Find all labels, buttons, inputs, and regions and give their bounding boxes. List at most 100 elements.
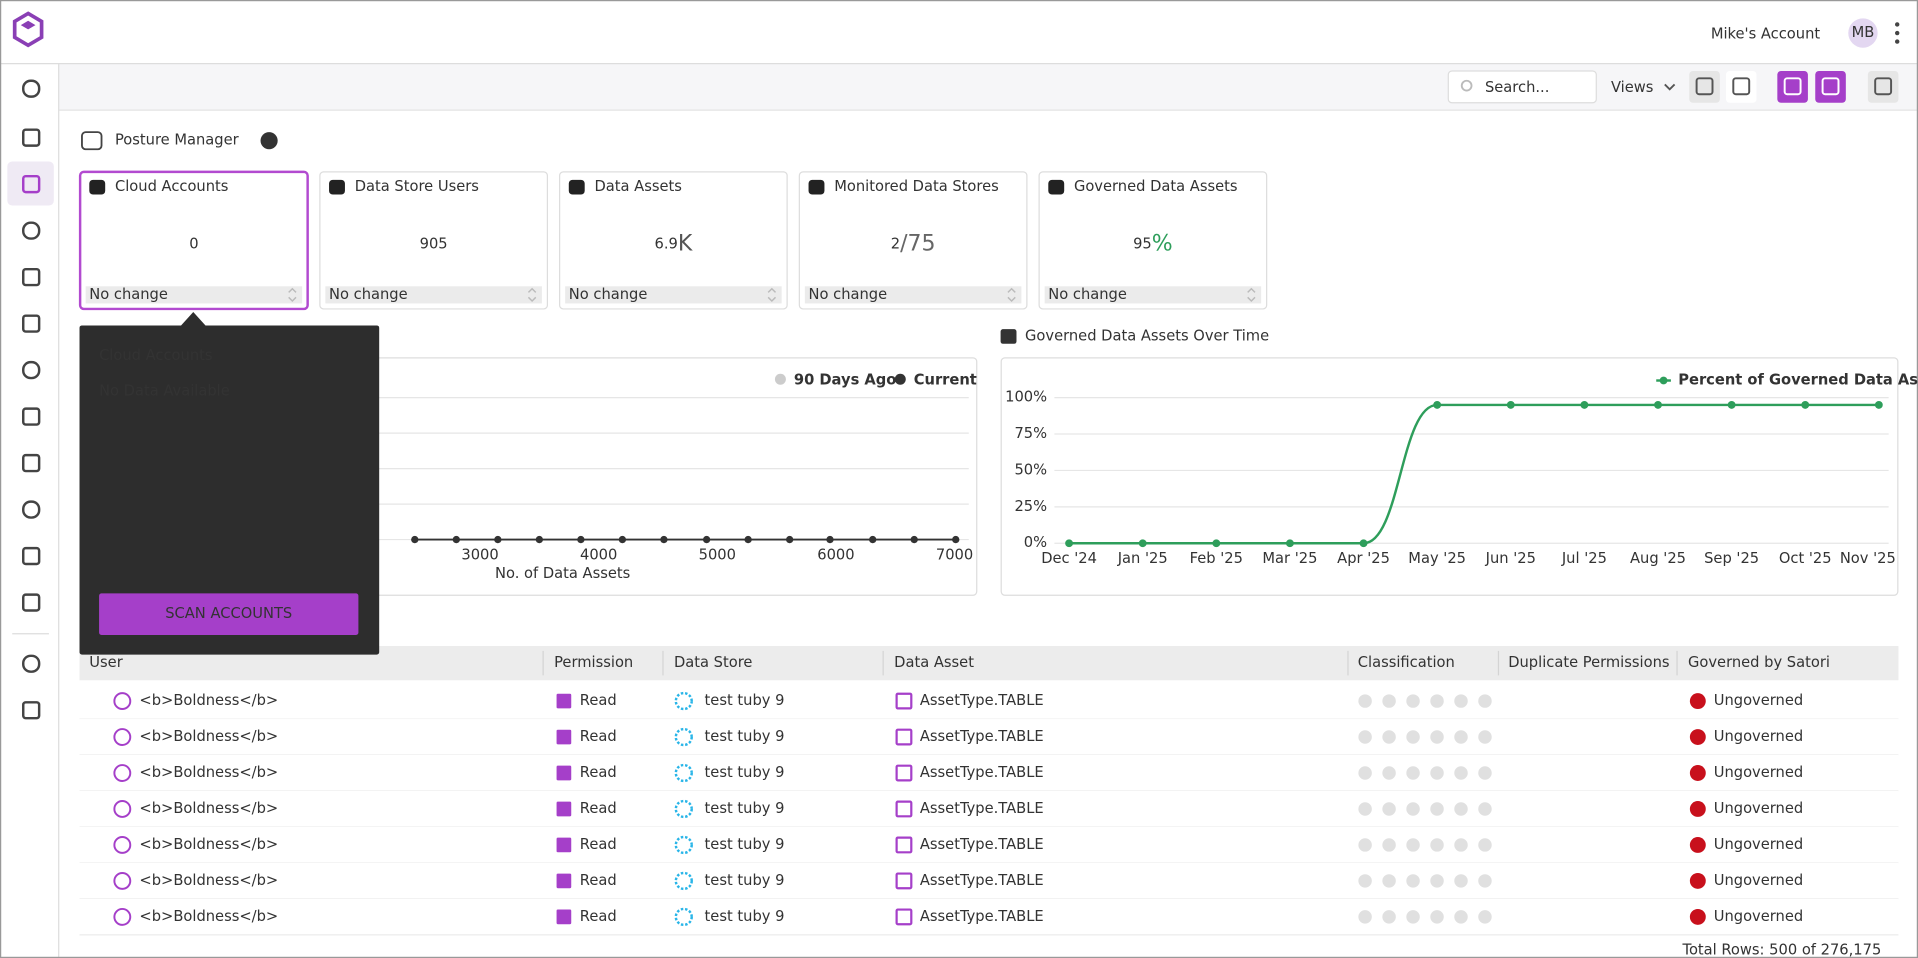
- classification-dot: [1430, 910, 1444, 924]
- table-row[interactable]: [79, 862, 1899, 899]
- user-icon: [113, 800, 132, 818]
- classification-dot: [1358, 766, 1372, 780]
- table-row[interactable]: [79, 826, 1899, 863]
- card-title: Governed Data Assets: [1074, 178, 1238, 195]
- sidebar-icon[interactable]: [22, 500, 41, 519]
- asset-icon: [895, 908, 913, 926]
- legend-marker[interactable]: [894, 373, 906, 385]
- user-icon: [113, 692, 132, 710]
- summary-card[interactable]: [78, 170, 309, 311]
- sidebar-icon[interactable]: [22, 360, 41, 380]
- toolbar-button[interactable]: [1815, 70, 1846, 103]
- sidebar-icon[interactable]: [22, 407, 41, 426]
- tooltip-title: Cloud Accounts: [99, 347, 212, 364]
- legend-marker[interactable]: [1659, 376, 1668, 385]
- data-point: [1359, 539, 1368, 548]
- sidebar-icon[interactable]: [22, 221, 41, 240]
- x-tick-label: Sep '25: [1704, 550, 1759, 567]
- card-footer-arrow: [1007, 287, 1016, 303]
- column-header[interactable]: Data Asset: [894, 654, 974, 671]
- summary-card[interactable]: [1038, 171, 1268, 310]
- sidebar-icon[interactable]: [22, 701, 41, 720]
- sidebar-icon[interactable]: [22, 654, 41, 673]
- table-cell[interactable]: test tuby 9: [705, 800, 785, 817]
- user-icon: [113, 871, 132, 890]
- data-point: [618, 535, 627, 544]
- summary-card[interactable]: [319, 171, 548, 310]
- table-cell[interactable]: test tuby 9: [705, 872, 785, 889]
- column-header[interactable]: Data Store: [674, 654, 752, 671]
- table-row[interactable]: [79, 683, 1899, 720]
- sidebar-icon[interactable]: [22, 546, 41, 566]
- table-row[interactable]: [79, 755, 1899, 791]
- table-cell[interactable]: test tuby 9: [705, 836, 785, 853]
- toolbar-button[interactable]: [1725, 70, 1757, 103]
- user-icon: [113, 907, 132, 926]
- classification-dot: [1478, 730, 1492, 744]
- status-icon: [1689, 765, 1706, 781]
- toolbar-button[interactable]: [1867, 70, 1899, 103]
- toolbar-button-icon: [1821, 77, 1840, 96]
- data-point: [1654, 401, 1662, 409]
- sidebar-icon[interactable]: [22, 593, 41, 612]
- card-footer-text: No change: [329, 286, 408, 303]
- data-point: [1286, 539, 1294, 548]
- legend-label[interactable]: Current: [914, 372, 977, 389]
- table-row[interactable]: [79, 898, 1899, 935]
- summary-card[interactable]: [798, 171, 1028, 310]
- column-header[interactable]: Duplicate Permissions: [1508, 654, 1669, 671]
- card-title: Data Store Users: [355, 178, 479, 195]
- scan-button[interactable]: [99, 593, 359, 635]
- classification-dot: [1454, 874, 1468, 888]
- table-cell[interactable]: test tuby 9: [705, 692, 785, 709]
- logo[interactable]: [12, 11, 44, 48]
- data-point: [1727, 401, 1736, 409]
- legend-label[interactable]: Percent of Governed Data Assets: [1678, 372, 1918, 389]
- column-header[interactable]: User: [89, 654, 123, 671]
- legend-marker[interactable]: [774, 373, 786, 385]
- table-cell: Ungoverned: [1714, 908, 1803, 925]
- classification-dot: [1430, 766, 1444, 780]
- sidebar-icon[interactable]: [22, 128, 41, 147]
- toolbar-bg: [58, 63, 1918, 111]
- sidebar-icon[interactable]: [22, 267, 41, 287]
- card-icon: [89, 179, 106, 195]
- column-header[interactable]: Permission: [554, 654, 633, 671]
- table-cell: Ungoverned: [1714, 728, 1803, 745]
- column-header[interactable]: Governed by Satori: [1688, 654, 1830, 671]
- toolbar-button[interactable]: [1777, 70, 1808, 103]
- table-row[interactable]: [79, 790, 1899, 827]
- account-name[interactable]: Mike's Account: [1711, 25, 1821, 42]
- classification-dot: [1358, 730, 1372, 744]
- data-point: [577, 535, 585, 544]
- tooltip: [79, 325, 380, 655]
- table-cell[interactable]: test tuby 9: [705, 764, 785, 781]
- table-row[interactable]: [79, 719, 1899, 756]
- card-footer-text: No change: [89, 286, 168, 303]
- status-icon: [1689, 872, 1706, 889]
- legend-label[interactable]: 90 Days Ago: [794, 372, 896, 389]
- toolbar-button-icon: [1732, 77, 1751, 96]
- x-tick-label: Dec '24: [1041, 550, 1097, 567]
- datastore-icon: [674, 691, 693, 711]
- sidebar-icon[interactable]: [22, 453, 41, 473]
- status-icon: [1689, 908, 1706, 925]
- toolbar-button[interactable]: [1689, 70, 1720, 103]
- table-cell: Read: [580, 908, 617, 925]
- search-box[interactable]: [1447, 70, 1597, 104]
- table-cell: Read: [580, 872, 617, 889]
- sidebar-icon[interactable]: [22, 79, 41, 98]
- y-tick-label: 0%: [1024, 534, 1047, 551]
- column-header[interactable]: Classification: [1358, 654, 1455, 671]
- table-cell[interactable]: test tuby 9: [705, 908, 785, 925]
- table-cell: Read: [580, 764, 617, 781]
- table-cell[interactable]: test tuby 9: [705, 728, 785, 745]
- scan-button-label[interactable]: SCAN ACCOUNTS: [165, 605, 292, 622]
- views-select[interactable]: Views: [1611, 79, 1653, 96]
- status-icon: [1689, 693, 1706, 710]
- sidebar-icon[interactable]: [22, 314, 41, 333]
- avatar[interactable]: [1848, 18, 1878, 48]
- summary-card[interactable]: [559, 171, 788, 310]
- sidebar-icon[interactable]: [22, 174, 41, 194]
